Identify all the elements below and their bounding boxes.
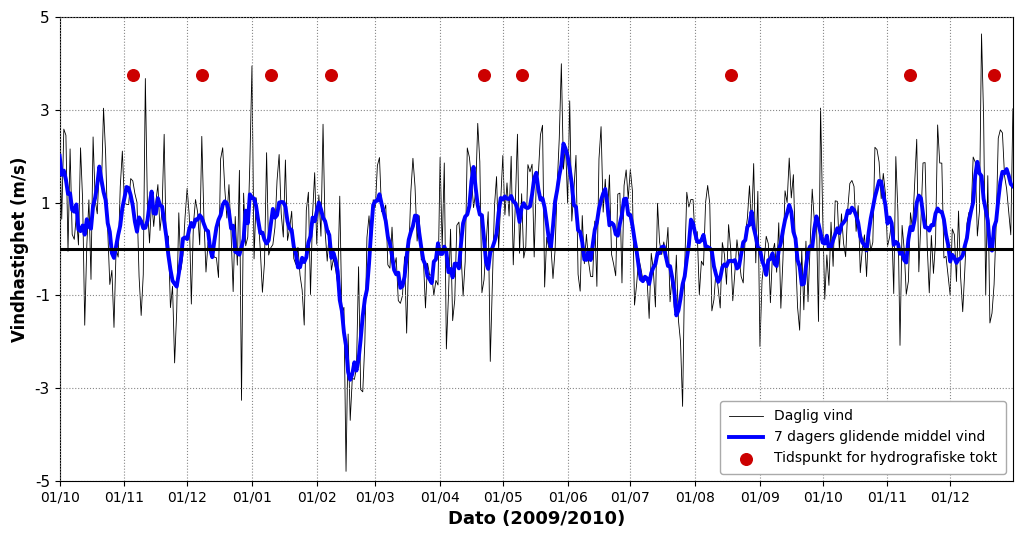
- Daglig vind: [344, 417, 356, 424]
- Tidspunkt for hydrografiske tokt: [513, 71, 529, 79]
- Tidspunkt for hydrografiske tokt: [476, 71, 493, 79]
- Legend: Daglig vind, 7 dagers glidende middel vind, Tidspunkt for hydrografiske tokt: Daglig vind, 7 dagers glidende middel vi…: [720, 401, 1006, 474]
- Daglig vind: [250, 195, 262, 201]
- Tidspunkt for hydrografiske tokt: [986, 71, 1002, 79]
- Y-axis label: Vindhastighet (m/s): Vindhastighet (m/s): [11, 156, 29, 342]
- Tidspunkt for hydrografiske tokt: [194, 71, 210, 79]
- 7 dagers glidende middel vind: [862, 229, 874, 236]
- 7 dagers glidende middel vind: [53, 153, 66, 159]
- 7 dagers glidende middel vind: [649, 261, 662, 267]
- Daglig vind: [53, 136, 66, 143]
- Daglig vind: [976, 31, 988, 37]
- Line: 7 dagers glidende middel vind: 7 dagers glidende middel vind: [59, 143, 1013, 380]
- 7 dagers glidende middel vind: [344, 377, 356, 383]
- 7 dagers glidende middel vind: [549, 198, 561, 205]
- Daglig vind: [549, 247, 561, 253]
- Tidspunkt for hydrografiske tokt: [902, 71, 919, 79]
- Daglig vind: [1007, 106, 1019, 112]
- Tidspunkt for hydrografiske tokt: [324, 71, 340, 79]
- 7 dagers glidende middel vind: [1007, 183, 1019, 189]
- 7 dagers glidende middel vind: [342, 369, 354, 375]
- Tidspunkt for hydrografiske tokt: [723, 71, 739, 79]
- Daglig vind: [424, 272, 436, 279]
- Tidspunkt for hydrografiske tokt: [125, 71, 141, 79]
- X-axis label: Dato (2009/2010): Dato (2009/2010): [447, 510, 625, 528]
- Daglig vind: [647, 266, 659, 273]
- Line: Daglig vind: Daglig vind: [59, 34, 1013, 471]
- 7 dagers glidende middel vind: [557, 140, 569, 147]
- 7 dagers glidende middel vind: [250, 203, 262, 210]
- Daglig vind: [340, 468, 352, 474]
- 7 dagers glidende middel vind: [424, 276, 436, 282]
- Tidspunkt for hydrografiske tokt: [262, 71, 279, 79]
- Daglig vind: [860, 273, 872, 280]
